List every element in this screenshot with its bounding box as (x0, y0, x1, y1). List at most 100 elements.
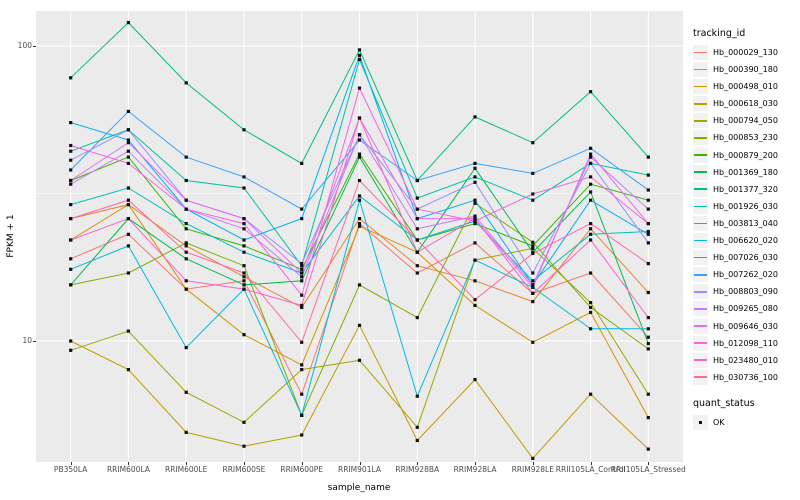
data-point (126, 149, 130, 153)
data-point (242, 217, 246, 221)
data-point (646, 155, 650, 159)
legend-key (693, 62, 708, 78)
data-point (357, 57, 362, 62)
legend-key (693, 352, 708, 368)
x-tick-mark (648, 462, 650, 465)
legend-key (693, 267, 708, 283)
data-point (242, 444, 246, 448)
data-point (473, 378, 477, 382)
data-point (242, 264, 246, 268)
legend-item: Hb_000879_200 (693, 147, 799, 163)
data-point (646, 290, 650, 295)
legend-key-line-icon (694, 205, 707, 208)
data-point (69, 339, 73, 343)
x-tick-label: RRIM600SE (222, 465, 266, 474)
data-point (646, 198, 650, 202)
data-point (589, 392, 593, 396)
legend-title-tracking-id: tracking_id (693, 28, 746, 39)
legend-item: Hb_008803_090 (693, 284, 799, 300)
data-point (531, 456, 535, 460)
data-point (646, 447, 650, 451)
y-tick-label-100: 100 (17, 41, 32, 50)
data-point (300, 363, 304, 367)
legend-key-line-icon (694, 273, 707, 276)
data-point (473, 217, 477, 221)
data-point (300, 262, 304, 266)
y-tick-label-10: 10 (22, 336, 32, 345)
legend-key (693, 198, 708, 214)
legend-item: Hb_000853_230 (693, 130, 799, 146)
legend-item: Hb_007026_030 (693, 250, 799, 266)
legend-item-label: Hb_030736_100 (713, 372, 778, 382)
data-point (300, 303, 304, 307)
legend-item-label: OK (713, 418, 725, 427)
legend-key-line-icon (694, 308, 707, 310)
data-point (184, 198, 188, 202)
legend-key-line-icon (694, 137, 707, 139)
data-point (646, 347, 650, 351)
legend-title-quant-status: quant_status (693, 398, 755, 409)
data-point (300, 275, 304, 279)
data-point (126, 271, 130, 275)
legend-tracking-id: tracking_id Hb_000029_130 Hb_000390_180 Hb… (693, 28, 799, 387)
x-tick-mark (128, 462, 130, 465)
data-point (646, 335, 650, 339)
data-point (242, 175, 246, 179)
data-point (184, 279, 188, 283)
data-point (184, 390, 188, 394)
legend-item-label: Hb_000029_130 (713, 48, 778, 57)
data-point (357, 53, 362, 57)
data-point (242, 244, 246, 248)
legend-item: Hb_023480_010 (693, 352, 799, 368)
data-point (69, 267, 73, 271)
legend-item-label: Hb_000853_230 (713, 133, 778, 143)
data-point (184, 287, 188, 291)
legend-key (693, 318, 708, 334)
legend-item-label: Hb_000498_010 (713, 82, 778, 92)
data-point (126, 203, 130, 207)
legend-key-line-icon (694, 51, 707, 54)
legend-key-line-icon (694, 325, 707, 327)
legend-key-line-icon (694, 239, 707, 242)
data-point (242, 186, 246, 190)
data-point (242, 287, 246, 291)
data-point (589, 182, 593, 186)
legend-key-line-icon (694, 342, 707, 344)
legend-key (693, 369, 708, 385)
data-point (589, 227, 593, 231)
data-point (589, 310, 593, 314)
legend-key (693, 130, 708, 146)
data-point (242, 238, 246, 242)
plot-svg (36, 11, 683, 462)
legend-quant-status: quant_status OK (693, 398, 799, 432)
data-point (242, 222, 246, 226)
x-tick-label: PB350LA (53, 465, 88, 474)
x-tick-mark (359, 462, 361, 465)
data-point (646, 207, 650, 211)
x-tick-mark (70, 462, 72, 465)
legend-key (693, 147, 708, 163)
data-point (300, 305, 304, 309)
data-point (531, 244, 535, 248)
x-tick-label: RRIM928BA (395, 465, 440, 474)
legend-items: Hb_000029_130 Hb_000390_180 Hb_000498_010 H… (693, 45, 799, 385)
data-point (415, 316, 419, 320)
data-point (415, 238, 419, 242)
data-point (531, 283, 535, 287)
legend-item: Hb_030736_100 (693, 369, 799, 385)
data-point (589, 232, 593, 236)
data-point (473, 298, 477, 302)
data-point (69, 121, 73, 125)
black-square-point-icon (698, 420, 703, 425)
legend-item: Hb_001377_320 (693, 181, 799, 197)
data-point (531, 291, 535, 295)
x-tick-mark (186, 462, 188, 465)
x-tick-label: RRII105LA_Control (555, 465, 626, 474)
data-point (242, 333, 246, 337)
data-point (415, 217, 419, 221)
legend-item-label: Hb_000879_200 (713, 150, 778, 160)
data-point (69, 217, 73, 221)
data-point (589, 152, 593, 156)
data-point (184, 257, 188, 261)
x-tick-label: RRII105LA_Stressed (610, 465, 686, 474)
